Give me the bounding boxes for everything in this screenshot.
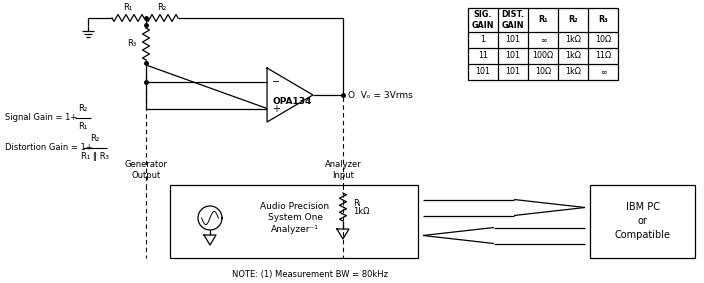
Text: 1kΩ: 1kΩ: [353, 207, 370, 216]
Text: 10Ω: 10Ω: [595, 35, 611, 44]
Text: 1kΩ: 1kΩ: [565, 52, 581, 61]
Text: 11: 11: [478, 52, 488, 61]
Text: Signal Gain = 1+: Signal Gain = 1+: [5, 113, 77, 123]
Text: R₂: R₂: [90, 134, 99, 143]
Text: R₁: R₁: [123, 3, 132, 12]
Text: −: −: [272, 76, 280, 87]
Bar: [590, 185, 695, 258]
Text: 1kΩ: 1kΩ: [565, 35, 581, 44]
Text: R₃: R₃: [127, 40, 137, 48]
Text: 1: 1: [481, 35, 486, 44]
Text: R₁ ‖ R₃: R₁ ‖ R₃: [81, 152, 109, 161]
Text: 101: 101: [475, 68, 491, 76]
Text: Distortion Gain = 1+: Distortion Gain = 1+: [5, 143, 93, 153]
Text: 11Ω: 11Ω: [595, 52, 611, 61]
Text: OPA134: OPA134: [272, 97, 312, 106]
Bar: [468, 8, 618, 80]
Text: 101: 101: [505, 52, 520, 61]
Text: R₁: R₁: [78, 122, 87, 131]
Text: DIST.
GAIN: DIST. GAIN: [501, 10, 524, 30]
Text: 100Ω: 100Ω: [532, 52, 553, 61]
Text: 101: 101: [505, 35, 520, 44]
Text: R₂: R₂: [78, 104, 87, 113]
Text: IBM PC
or
Compatible: IBM PC or Compatible: [615, 203, 670, 241]
Text: NOTE: (1) Measurement BW = 80kHz: NOTE: (1) Measurement BW = 80kHz: [232, 271, 388, 280]
Bar: [170, 185, 418, 258]
Text: Analyzer
Input: Analyzer Input: [325, 160, 361, 180]
Text: R₃: R₃: [598, 16, 608, 25]
Text: O  Vₒ = 3Vrms: O Vₒ = 3Vrms: [348, 91, 413, 100]
Text: R₂: R₂: [158, 3, 167, 12]
Text: 101: 101: [505, 68, 520, 76]
Text: 10Ω: 10Ω: [535, 68, 551, 76]
Text: SIG.
GAIN: SIG. GAIN: [472, 10, 494, 30]
Text: R₁: R₁: [538, 16, 548, 25]
Text: +: +: [272, 104, 280, 113]
Text: Rₗ: Rₗ: [353, 198, 360, 207]
Text: R₂: R₂: [568, 16, 578, 25]
Text: ∞: ∞: [540, 35, 546, 44]
Text: ∞: ∞: [600, 68, 606, 76]
Text: Generator
Output: Generator Output: [125, 160, 168, 180]
Text: 1kΩ: 1kΩ: [565, 68, 581, 76]
Text: Audio Precision
System One
Analyzer⁻¹: Audio Precision System One Analyzer⁻¹: [260, 202, 329, 234]
